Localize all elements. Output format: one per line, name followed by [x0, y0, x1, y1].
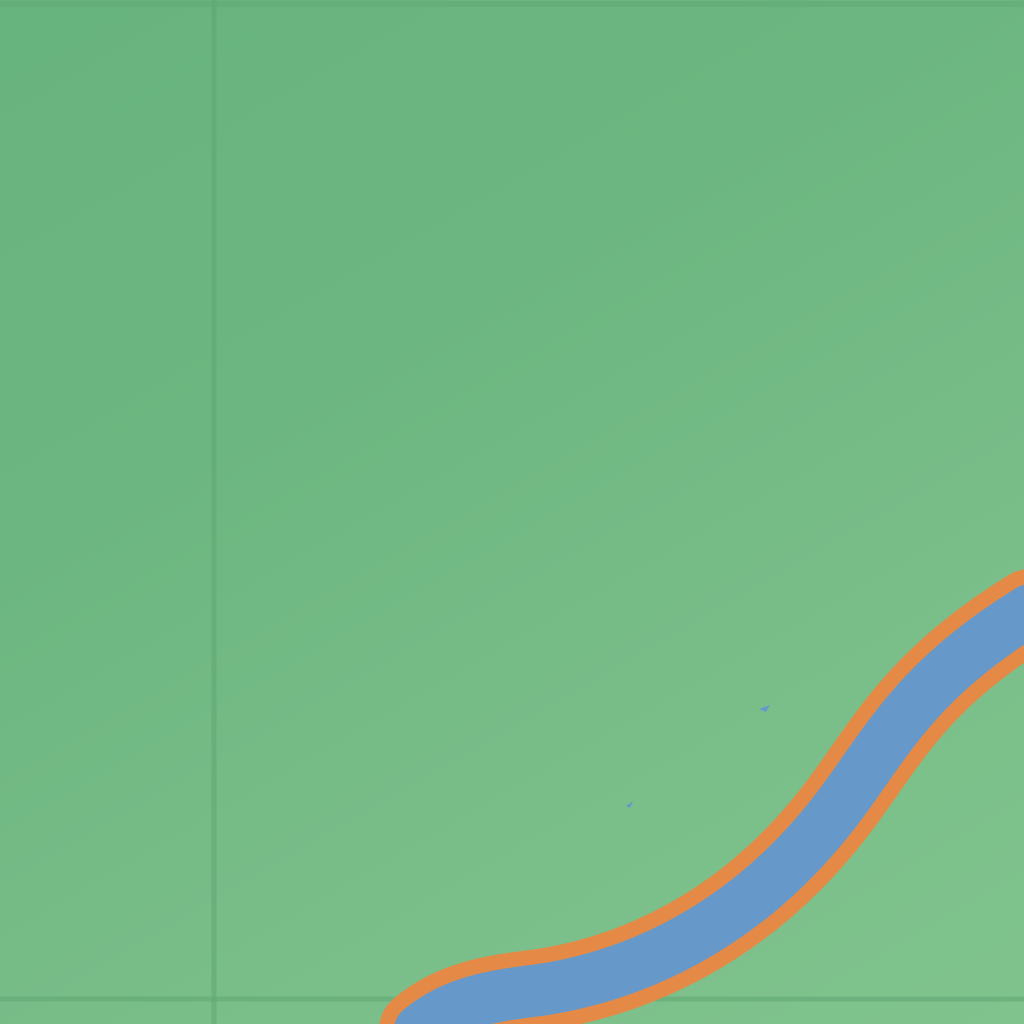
- map-marker-small: [759, 705, 770, 712]
- road-fill[interactable]: [394, 584, 1024, 1024]
- map-marker-tiny: [626, 801, 633, 808]
